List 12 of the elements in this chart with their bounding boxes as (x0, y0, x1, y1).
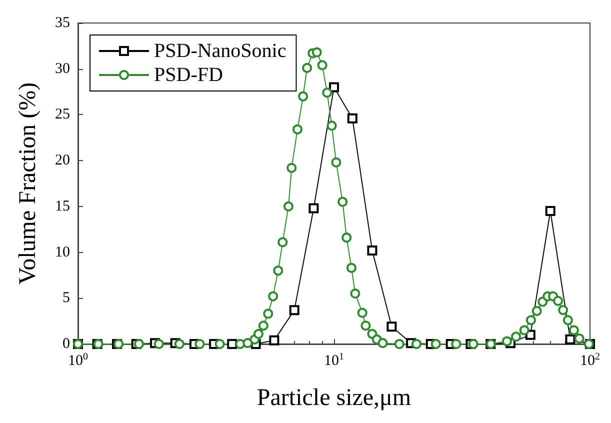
y-tick-label: 15 (55, 198, 70, 214)
y-tick-label: 25 (55, 106, 70, 123)
y-tick-label: 30 (55, 60, 70, 77)
y-tick-label: 5 (62, 290, 70, 306)
y-tick-label: 10 (55, 244, 70, 260)
y-tick-label: 0 (62, 336, 70, 352)
legend-label: PSD-NanoSonic (154, 40, 286, 62)
y-axis-title: Volume Fraction (%) (15, 82, 41, 285)
legend-label: PSD-FD (154, 64, 223, 86)
y-tick-label: 20 (55, 152, 70, 169)
y-tick-label: 35 (55, 15, 70, 31)
x-axis-title: Particle size,μm (256, 385, 412, 411)
